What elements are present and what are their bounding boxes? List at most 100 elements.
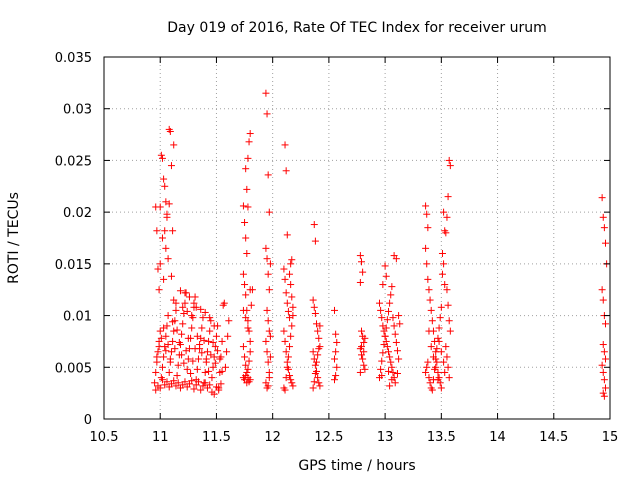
data-point [242,165,250,173]
data-point [289,382,297,390]
data-point [217,380,225,388]
data-point [224,332,232,340]
data-point [377,306,385,314]
data-point [262,89,270,97]
data-point [158,363,166,371]
data-point [381,332,389,340]
data-point [287,376,295,384]
data-point [437,303,445,311]
data-point [264,171,272,179]
data-point [211,359,219,367]
data-point [288,256,296,264]
data-point [154,265,162,273]
data-point [428,386,436,394]
chart-title: Day 019 of 2016, Rate Of TEC Index for r… [167,20,547,36]
data-point [242,234,250,242]
data-point [600,224,608,232]
data-point [167,272,175,280]
data-point [311,361,319,369]
data-point [377,365,385,373]
data-point [207,317,215,325]
data-point [197,386,205,394]
data-point [359,268,367,276]
data-point [599,213,607,221]
data-point [181,299,189,307]
data-point [316,322,324,330]
data-point [212,332,220,340]
y-tick-label: 0.025 [55,154,92,169]
data-point [378,357,386,365]
data-point [202,355,210,363]
data-point [192,303,200,311]
data-point [288,379,296,387]
y-tick-label: 0.005 [55,361,92,376]
data-point [315,334,323,342]
data-point [427,306,435,314]
data-point [193,365,201,373]
data-point [246,130,254,138]
data-point [356,278,364,286]
data-point [169,227,177,235]
data-point [389,368,397,376]
data-point [311,369,319,377]
data-point [245,357,253,365]
data-point [243,368,251,376]
data-point [243,379,251,387]
data-point [440,260,448,268]
y-tick-label: 0.02 [63,206,92,221]
data-point [241,353,249,361]
data-point [184,355,192,363]
grid-lines [104,57,610,419]
data-point [434,376,442,384]
data-point [288,322,296,330]
data-point [331,306,339,314]
data-point [441,281,449,289]
y-axis-label: ROTI / TECUs [6,192,22,284]
data-point [602,384,610,392]
data-point [425,374,433,382]
data-point [381,262,389,270]
data-point [357,327,365,335]
data-point [242,291,250,299]
data-point [445,156,453,164]
data-point [602,239,610,247]
data-point [163,210,171,218]
data-point [427,343,435,351]
data-point [443,213,451,221]
data-point [391,330,399,338]
data-point [288,293,296,301]
data-point [158,376,166,384]
data-point [160,324,168,332]
data-point [265,374,273,382]
x-tick-label: 10.5 [90,430,119,445]
data-point [188,324,196,332]
data-point [185,293,193,301]
data-point [309,384,317,392]
data-point [188,312,196,320]
data-point [206,381,214,389]
data-point [263,306,271,314]
data-point [265,327,273,335]
data-point [426,296,434,304]
data-point [171,345,179,353]
data-point [282,167,290,175]
data-point [176,287,184,295]
data-point [194,355,202,363]
data-point [183,307,191,315]
data-point [247,301,255,309]
data-point [286,343,294,351]
data-point [264,382,272,390]
data-point [361,365,369,373]
data-point [287,281,295,289]
data-point [598,361,606,369]
x-tick-label: 12 [264,430,281,445]
data-point [221,363,229,371]
data-point [280,265,288,273]
data-point [446,327,454,335]
data-point [199,314,207,322]
tick-labels: 10.5 11 11.5 12 12.5 13 13.5 14 14.5 15 0 0.005 0.01… [55,51,618,445]
data-point [264,358,272,366]
data-point [332,372,340,380]
x-tick-label: 14 [489,430,506,445]
data-point [331,355,339,363]
